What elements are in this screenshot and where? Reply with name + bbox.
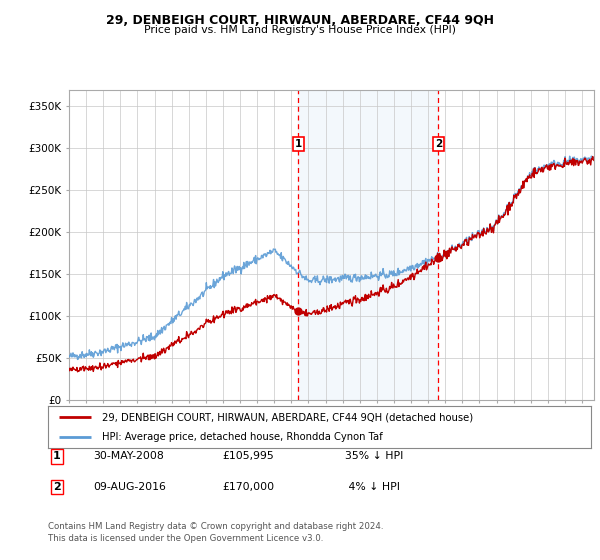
Text: 29, DENBEIGH COURT, HIRWAUN, ABERDARE, CF44 9QH: 29, DENBEIGH COURT, HIRWAUN, ABERDARE, C… xyxy=(106,14,494,27)
Text: Price paid vs. HM Land Registry's House Price Index (HPI): Price paid vs. HM Land Registry's House … xyxy=(144,25,456,35)
Text: £105,995: £105,995 xyxy=(222,451,274,461)
Text: 4% ↓ HPI: 4% ↓ HPI xyxy=(345,482,400,492)
Text: 29, DENBEIGH COURT, HIRWAUN, ABERDARE, CF44 9QH (detached house): 29, DENBEIGH COURT, HIRWAUN, ABERDARE, C… xyxy=(103,412,473,422)
Text: £170,000: £170,000 xyxy=(222,482,274,492)
Text: 1: 1 xyxy=(53,451,61,461)
Text: 2: 2 xyxy=(435,139,442,149)
Text: 30-MAY-2008: 30-MAY-2008 xyxy=(93,451,164,461)
Text: 09-AUG-2016: 09-AUG-2016 xyxy=(93,482,166,492)
Text: 1: 1 xyxy=(295,139,302,149)
Text: Contains HM Land Registry data © Crown copyright and database right 2024.
This d: Contains HM Land Registry data © Crown c… xyxy=(48,522,383,543)
Text: 2: 2 xyxy=(53,482,61,492)
Text: HPI: Average price, detached house, Rhondda Cynon Taf: HPI: Average price, detached house, Rhon… xyxy=(103,432,383,442)
Bar xyxy=(298,90,439,400)
Text: 35% ↓ HPI: 35% ↓ HPI xyxy=(345,451,403,461)
